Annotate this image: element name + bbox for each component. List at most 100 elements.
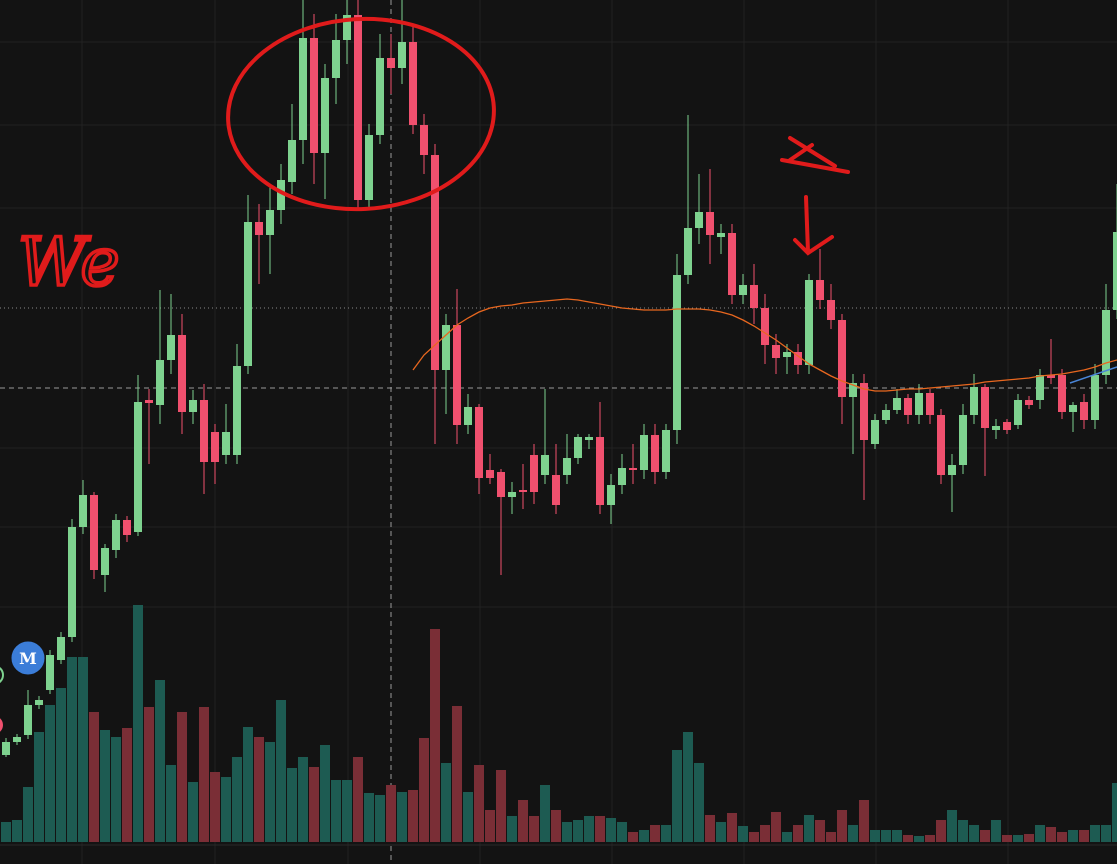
candle-body bbox=[156, 360, 164, 405]
volume-bar bbox=[749, 832, 759, 842]
volume-bar bbox=[991, 820, 1001, 842]
candle-body bbox=[860, 383, 868, 440]
annotation-text: We bbox=[18, 224, 120, 301]
volume-bar bbox=[408, 790, 418, 842]
volume-bar bbox=[441, 763, 451, 842]
volume-bar bbox=[419, 738, 429, 842]
candle-body bbox=[1113, 232, 1117, 310]
candle-body bbox=[882, 410, 890, 420]
candle-body bbox=[673, 275, 681, 430]
volume-bar bbox=[617, 822, 627, 842]
candle-body bbox=[574, 437, 582, 458]
candle-body bbox=[200, 400, 208, 462]
candle-body bbox=[288, 140, 296, 182]
candle-body bbox=[585, 437, 593, 440]
volume-bar bbox=[276, 700, 286, 842]
candle-body bbox=[772, 345, 780, 358]
candle-body bbox=[112, 520, 120, 550]
candle-body bbox=[1003, 422, 1011, 430]
indicator-line bbox=[1069, 366, 1117, 384]
candle-body bbox=[101, 548, 109, 575]
candle-body bbox=[739, 285, 747, 295]
candle-body bbox=[145, 400, 153, 403]
volume-bar bbox=[452, 706, 462, 842]
candle-body bbox=[464, 407, 472, 425]
candle-body bbox=[1014, 400, 1022, 425]
candle-body bbox=[244, 222, 252, 366]
volume-bar bbox=[12, 820, 22, 842]
candle-body bbox=[904, 398, 912, 415]
volume-bar bbox=[485, 810, 495, 842]
candle-body bbox=[684, 228, 692, 275]
candle-body bbox=[475, 407, 483, 478]
candle-body bbox=[24, 705, 32, 735]
candle-body bbox=[453, 325, 461, 425]
volume-bar bbox=[738, 826, 748, 842]
volume-bar bbox=[837, 810, 847, 842]
volume-bar bbox=[903, 835, 913, 842]
volume-bar bbox=[683, 732, 693, 842]
volume-bar bbox=[177, 712, 187, 842]
volume-bar bbox=[705, 815, 715, 842]
volume-bar bbox=[1, 822, 11, 842]
volume-bar bbox=[859, 800, 869, 842]
volume-bar bbox=[265, 742, 275, 842]
volume-bar bbox=[144, 707, 154, 842]
volume-bar bbox=[243, 727, 253, 842]
volume-bar bbox=[980, 830, 990, 842]
volume-bar bbox=[78, 657, 88, 842]
volume-bar bbox=[848, 825, 858, 842]
volume-bar bbox=[430, 629, 440, 842]
candle-body bbox=[233, 366, 241, 455]
volume-bar bbox=[386, 785, 396, 842]
candle-body bbox=[706, 212, 714, 235]
candle-body bbox=[629, 468, 637, 470]
badge[interactable] bbox=[10, 640, 46, 676]
candle-body bbox=[332, 40, 340, 78]
volume-bar bbox=[804, 815, 814, 842]
volume-bar bbox=[1046, 827, 1056, 842]
volume-bar bbox=[111, 737, 121, 842]
candle-body bbox=[937, 415, 945, 475]
volume-bar bbox=[122, 728, 132, 842]
annotation-arrow bbox=[793, 195, 834, 256]
candle-body bbox=[1080, 402, 1088, 420]
candle-body bbox=[640, 435, 648, 470]
volume-bar bbox=[771, 812, 781, 842]
volume-bar bbox=[925, 835, 935, 842]
volume-bar bbox=[606, 818, 616, 842]
candle-body bbox=[651, 435, 659, 472]
candle-body bbox=[805, 280, 813, 365]
candle-body bbox=[167, 335, 175, 360]
candle-body bbox=[519, 490, 527, 492]
candle-body bbox=[893, 398, 901, 410]
volume-bar bbox=[562, 822, 572, 842]
volume-bar bbox=[529, 816, 539, 842]
candle-body bbox=[1069, 405, 1077, 412]
volume-bar bbox=[793, 825, 803, 842]
volume-bar bbox=[67, 657, 77, 842]
candle-body bbox=[915, 393, 923, 415]
volume-bar bbox=[628, 832, 638, 842]
volume-bar bbox=[375, 795, 385, 842]
volume-bar bbox=[551, 810, 561, 842]
candle-body bbox=[1102, 310, 1110, 375]
candle-body bbox=[695, 212, 703, 228]
volume-bar bbox=[353, 757, 363, 842]
volume-bar bbox=[870, 830, 880, 842]
candle-body bbox=[2, 742, 10, 755]
volume-bar bbox=[56, 688, 66, 842]
candle-layer bbox=[2, 0, 1117, 757]
volume-bar bbox=[1002, 835, 1012, 842]
candle-body bbox=[1047, 375, 1055, 378]
candle-body bbox=[13, 737, 21, 742]
candle-body bbox=[530, 455, 538, 492]
volume-bar bbox=[595, 816, 605, 842]
candle-body bbox=[266, 210, 274, 235]
volume-bar bbox=[958, 820, 968, 842]
volume-bar bbox=[210, 772, 220, 842]
candle-body bbox=[871, 420, 879, 444]
candle-body bbox=[783, 352, 791, 357]
